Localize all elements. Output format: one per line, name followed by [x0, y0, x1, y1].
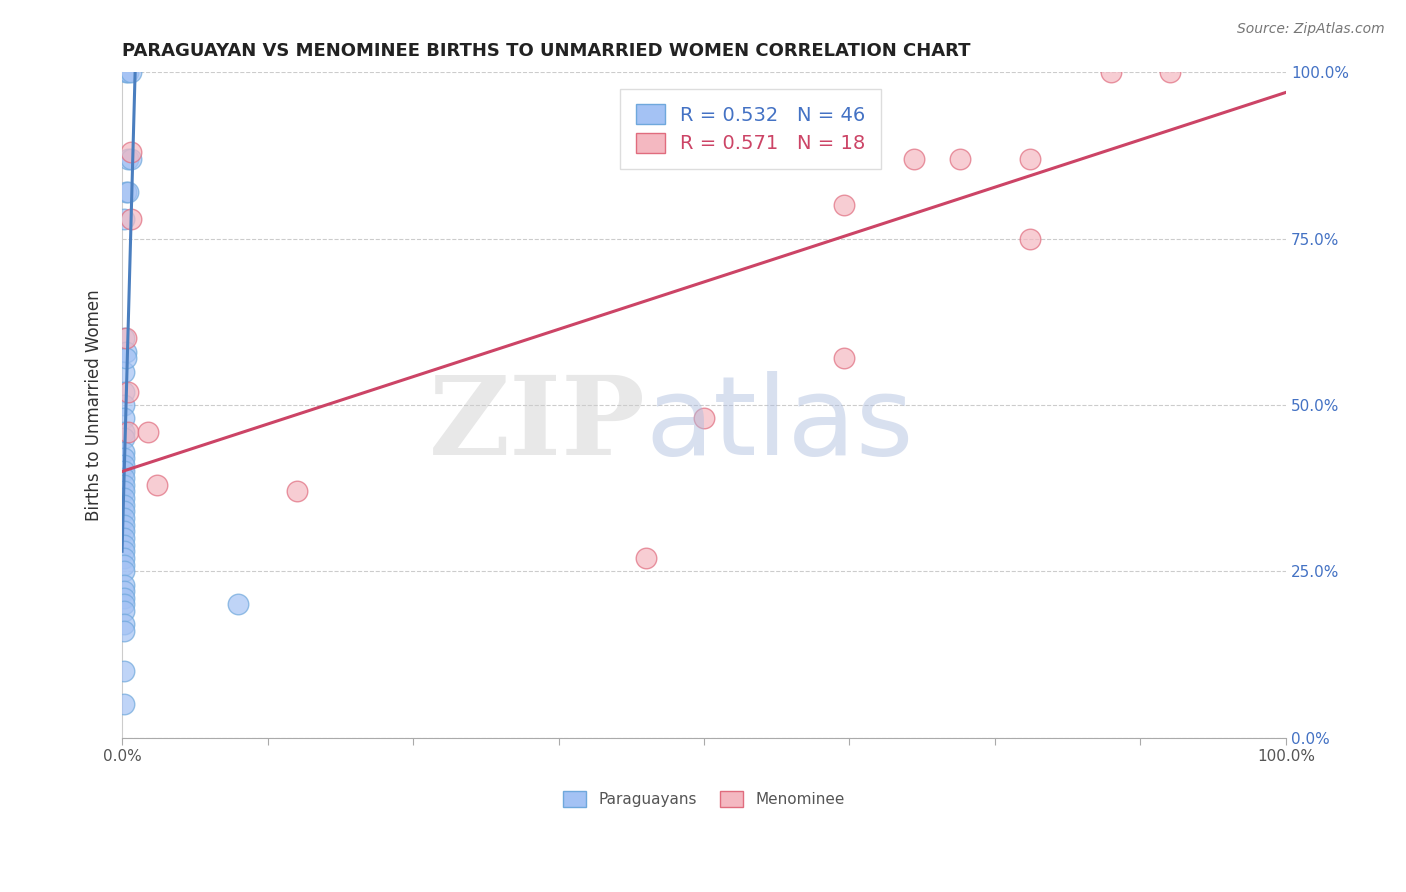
Point — [228, 598, 250, 612]
Text: Source: ZipAtlas.com: Source: ZipAtlas.com — [1237, 22, 1385, 37]
Point — [120, 211, 142, 226]
Point — [117, 384, 139, 399]
Point — [112, 591, 135, 605]
Point — [112, 511, 135, 525]
Point — [112, 458, 135, 472]
Point — [112, 491, 135, 505]
Point — [117, 152, 139, 166]
Point — [112, 498, 135, 512]
Point — [117, 425, 139, 439]
Point — [112, 331, 135, 345]
Point — [112, 471, 135, 485]
Point — [114, 331, 136, 345]
Point — [120, 152, 142, 166]
Point — [112, 544, 135, 558]
Point — [112, 550, 135, 565]
Text: atlas: atlas — [645, 371, 914, 478]
Point — [114, 65, 136, 79]
Point — [1099, 65, 1122, 79]
Point — [114, 344, 136, 359]
Point — [634, 550, 657, 565]
Point — [120, 145, 142, 160]
Point — [832, 351, 855, 366]
Point — [117, 185, 139, 199]
Point — [112, 577, 135, 591]
Point — [832, 198, 855, 212]
Point — [112, 604, 135, 618]
Point — [114, 351, 136, 366]
Y-axis label: Births to Unmarried Women: Births to Unmarried Women — [86, 289, 103, 521]
Point — [112, 524, 135, 539]
Point — [1019, 232, 1042, 246]
Point — [120, 65, 142, 79]
Legend: Paraguayans, Menominee: Paraguayans, Menominee — [557, 785, 851, 814]
Point — [112, 558, 135, 572]
Point — [112, 664, 135, 678]
Point — [112, 598, 135, 612]
Point — [112, 398, 135, 412]
Point — [112, 411, 135, 425]
Point — [112, 484, 135, 499]
Point — [1019, 152, 1042, 166]
Point — [949, 152, 972, 166]
Point — [112, 517, 135, 532]
Point — [112, 624, 135, 639]
Point — [112, 425, 135, 439]
Point — [903, 152, 925, 166]
Point — [112, 451, 135, 466]
Point — [112, 384, 135, 399]
Point — [112, 698, 135, 712]
Point — [1159, 65, 1181, 79]
Point — [112, 584, 135, 599]
Point — [112, 538, 135, 552]
Text: ZIP: ZIP — [429, 371, 645, 478]
Point — [117, 65, 139, 79]
Point — [112, 477, 135, 491]
Point — [136, 425, 159, 439]
Point — [112, 617, 135, 632]
Point — [112, 444, 135, 458]
Point — [112, 465, 135, 479]
Point — [112, 504, 135, 518]
Point — [146, 477, 169, 491]
Point — [693, 411, 716, 425]
Point — [112, 211, 135, 226]
Point — [285, 484, 308, 499]
Point — [112, 564, 135, 578]
Point — [112, 531, 135, 545]
Point — [112, 431, 135, 445]
Text: PARAGUAYAN VS MENOMINEE BIRTHS TO UNMARRIED WOMEN CORRELATION CHART: PARAGUAYAN VS MENOMINEE BIRTHS TO UNMARR… — [122, 42, 970, 60]
Point — [112, 365, 135, 379]
Point — [114, 185, 136, 199]
